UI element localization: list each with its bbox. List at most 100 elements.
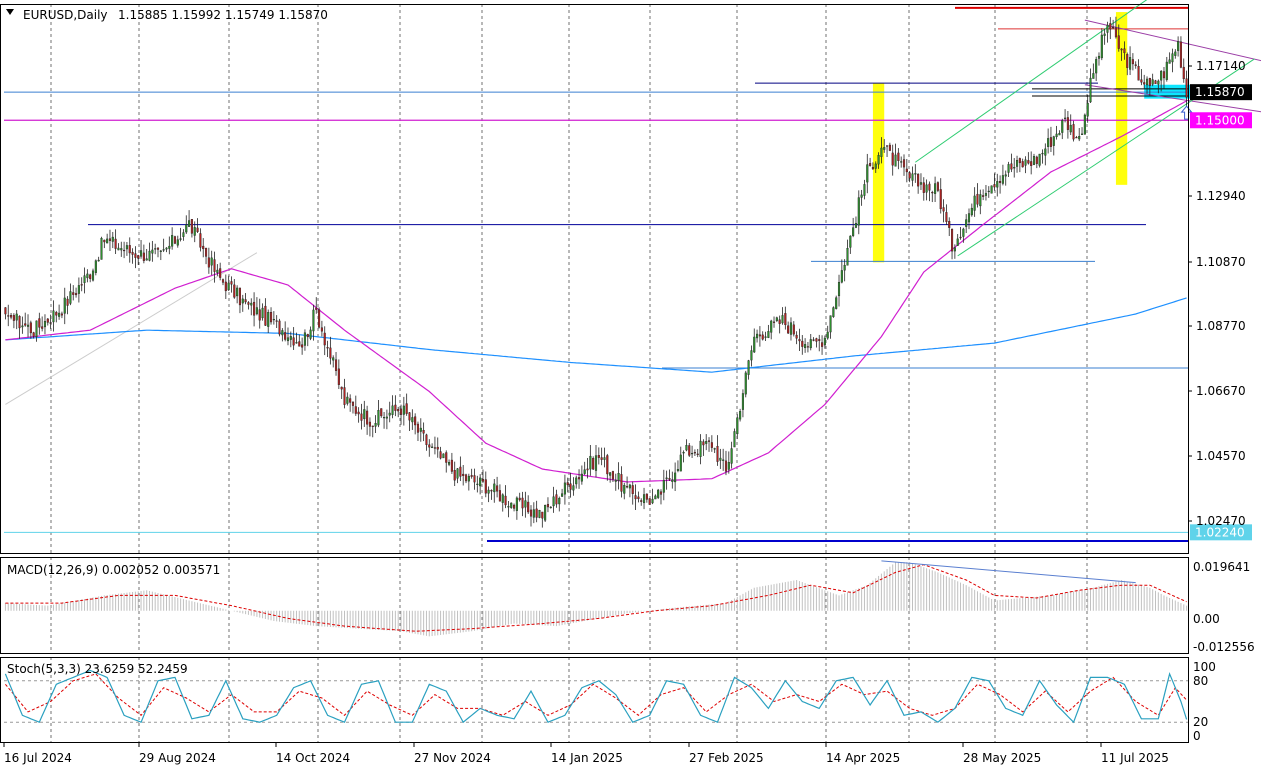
candle-body — [188, 220, 191, 227]
candle — [1001, 164, 1004, 186]
candle-body — [1162, 71, 1166, 79]
symbol-label: EURUSD,Daily — [23, 8, 108, 22]
candle-body — [103, 239, 106, 243]
candle — [959, 226, 962, 240]
candle — [665, 470, 668, 490]
candle-body — [69, 291, 72, 304]
candle-body — [594, 455, 598, 471]
candle — [496, 476, 499, 498]
candle-body — [1032, 156, 1036, 165]
candle — [919, 173, 923, 191]
candle — [405, 393, 408, 416]
candle-body — [414, 416, 417, 426]
candle — [298, 334, 301, 347]
macd-panel[interactable] — [4, 560, 1188, 637]
candle — [467, 473, 470, 491]
candle-body — [821, 342, 824, 347]
candle — [1092, 63, 1095, 79]
candle-body — [535, 508, 538, 518]
stochastic-panel[interactable] — [4, 669, 1188, 724]
candle — [902, 154, 906, 176]
candle-body — [309, 329, 312, 339]
candle-body — [1052, 136, 1055, 146]
candle — [1131, 53, 1134, 71]
candle — [900, 156, 903, 168]
candle-body — [846, 248, 849, 266]
candle-body — [75, 293, 78, 296]
candle — [951, 228, 954, 260]
candle-body — [761, 334, 764, 340]
candle — [456, 468, 459, 484]
candle — [546, 497, 550, 513]
candle-body — [176, 239, 179, 246]
candle-body — [936, 182, 939, 191]
candle-body — [572, 485, 575, 491]
candle — [334, 351, 338, 376]
candle-body — [1140, 79, 1143, 83]
triangle-down-icon[interactable] — [6, 9, 14, 15]
candle — [837, 274, 841, 307]
candle-body — [510, 502, 513, 508]
candle-body — [866, 164, 869, 183]
candle-body — [52, 310, 55, 323]
candle-body — [151, 249, 154, 254]
candle — [942, 199, 945, 223]
candle-body — [527, 501, 530, 513]
price-tag-label: 1.15000 — [1195, 113, 1245, 127]
candle — [685, 439, 688, 452]
candle — [103, 239, 106, 249]
candle-body — [529, 509, 533, 517]
candle-body — [41, 326, 44, 329]
candle — [210, 250, 213, 276]
candle-body — [634, 495, 637, 500]
candle-body — [284, 332, 287, 340]
candle-body — [620, 474, 623, 492]
candle — [1066, 110, 1069, 139]
main-panel-frame — [0, 4, 1189, 554]
candle-body — [137, 255, 140, 259]
macd-y-tick-label: -0.012556 — [1193, 640, 1255, 654]
candle — [15, 310, 18, 330]
candle-body — [515, 497, 518, 511]
candle-body — [747, 360, 750, 375]
candle-body — [24, 323, 27, 326]
candle-body — [549, 506, 552, 509]
candle-body — [552, 496, 555, 507]
candle — [86, 269, 89, 283]
candle — [227, 275, 230, 291]
trendline — [1084, 84, 1261, 113]
candle-body — [770, 320, 773, 333]
candle-body — [710, 442, 713, 448]
candle — [4, 307, 7, 320]
candle-body — [467, 475, 470, 482]
candle-body — [727, 461, 730, 470]
candle — [1120, 48, 1123, 61]
candle — [29, 320, 32, 339]
price-tag-label: 1.15870 — [1195, 85, 1245, 99]
candle — [224, 274, 227, 300]
candle — [806, 342, 809, 353]
candle — [72, 285, 75, 301]
candle-body — [750, 350, 753, 361]
main-price-panel[interactable]: 1.15870 1.15000 1.02240 — [4, 0, 1261, 543]
candle — [1018, 157, 1021, 173]
candle — [1069, 114, 1072, 136]
candle — [445, 450, 448, 473]
candle-body — [4, 307, 7, 315]
candle — [648, 498, 651, 505]
candle-body — [521, 497, 524, 509]
x-tick-label: 27 Nov 2024 — [414, 751, 491, 765]
candle-body — [778, 319, 781, 324]
candle — [739, 408, 742, 422]
candle — [611, 470, 615, 482]
candle-body — [781, 315, 784, 324]
candle-body — [1058, 133, 1061, 136]
candle — [1049, 126, 1052, 152]
candle-body — [965, 219, 968, 227]
candle-body — [724, 460, 728, 472]
candle-body — [840, 270, 843, 283]
candle-body — [1103, 33, 1106, 36]
candle — [77, 277, 80, 303]
